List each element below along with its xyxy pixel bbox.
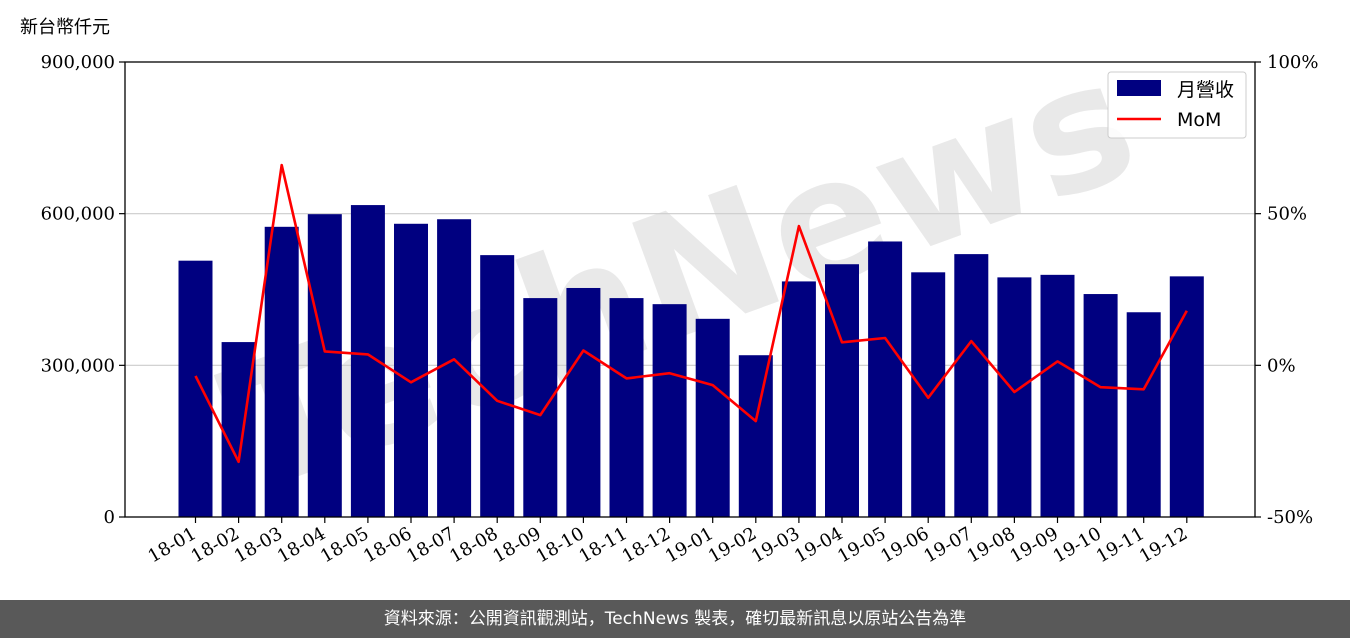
bar-18-02	[221, 342, 256, 517]
x-tick-label: 19-01	[662, 523, 717, 567]
bar-19-09	[1040, 274, 1075, 517]
bar-18-10	[566, 287, 601, 517]
mom-line	[194, 163, 1188, 464]
left-tick-label: 300,000	[41, 355, 115, 376]
x-tick-label: 19-02	[705, 523, 760, 567]
x-tick-label: 18-04	[274, 523, 329, 567]
x-tick-label: 18-09	[489, 523, 544, 567]
x-tick-label: 19-10	[1050, 523, 1105, 567]
left-tick-label: 900,000	[41, 52, 115, 73]
source-footer: 資料來源：公開資訊觀測站，TechNews 製表，確切最新訊息以原站公告為準	[0, 600, 1350, 638]
right-tick-label: 100%	[1267, 52, 1318, 73]
bar-19-01	[695, 318, 730, 517]
bar-19-11	[1126, 312, 1161, 517]
bar-19-04	[825, 264, 859, 517]
bar-18-06	[394, 223, 428, 517]
x-tick-label: 18-08	[446, 523, 501, 567]
x-tick-label: 18-06	[360, 523, 415, 567]
bar-18-12	[652, 304, 687, 517]
bar-18-11	[609, 298, 644, 517]
bar-18-09	[523, 298, 558, 517]
bar-19-07	[954, 254, 989, 517]
bar-19-08	[997, 277, 1032, 517]
x-tick-label: 18-02	[188, 523, 243, 567]
bar-19-12	[1169, 276, 1204, 517]
bar-18-03	[264, 226, 299, 518]
x-tick-label: 19-04	[791, 523, 846, 567]
bar-19-10	[1083, 294, 1118, 517]
x-tick-label: 18-07	[403, 523, 458, 567]
x-tick-label: 19-11	[1093, 523, 1148, 567]
legend-label-revenue: 月營收	[1177, 79, 1234, 101]
x-tick-labels: 18-0118-0218-0318-0418-0518-0618-0718-08…	[145, 523, 1192, 567]
x-tick-label: 19-12	[1136, 523, 1191, 567]
left-tick-label: 0	[104, 507, 115, 528]
axes: 0 300,000 600,000 900,000 -50% 0% 50% 100%	[41, 52, 1319, 528]
bar-18-01	[178, 260, 213, 517]
bar-19-06	[911, 272, 946, 517]
x-tick-label: 18-03	[231, 523, 286, 567]
x-tick-label: 19-05	[834, 523, 889, 567]
legend: 月營收 MoM	[1107, 71, 1247, 139]
x-tick-label: 18-12	[619, 523, 674, 567]
bar-19-02	[738, 355, 773, 517]
bar-19-05	[868, 241, 903, 517]
bar-18-04	[307, 214, 342, 517]
left-tick-label: 600,000	[41, 204, 115, 225]
right-tick-label: 0%	[1267, 355, 1296, 376]
x-tick-label: 19-06	[877, 523, 932, 567]
x-tick-label: 19-07	[920, 523, 975, 567]
mom-line-group	[194, 163, 1188, 464]
revenue-bars	[178, 205, 1204, 518]
legend-label-mom: MoM	[1177, 109, 1221, 131]
left-axis-unit-label: 新台幣仟元	[20, 17, 110, 38]
x-tick-label: 19-03	[748, 523, 803, 567]
bar-18-07	[437, 219, 472, 517]
bar-19-03	[781, 281, 816, 517]
x-tick-label: 18-05	[317, 523, 372, 567]
x-tick-label: 18-10	[532, 523, 587, 567]
plot-frame	[124, 61, 1256, 518]
x-tick-label: 19-08	[963, 523, 1018, 567]
revenue-chart: TechNews 0300,000600,000900,000-50%0%50%…	[20, 17, 1319, 567]
bar-18-08	[480, 255, 515, 517]
right-tick-label: -50%	[1267, 507, 1313, 528]
right-tick-label: 50%	[1267, 204, 1307, 225]
x-tick-label: 19-09	[1007, 523, 1062, 567]
x-tick-label: 18-01	[145, 523, 200, 567]
x-tick-label: 18-11	[576, 523, 631, 567]
legend-bar-swatch	[1117, 80, 1161, 96]
